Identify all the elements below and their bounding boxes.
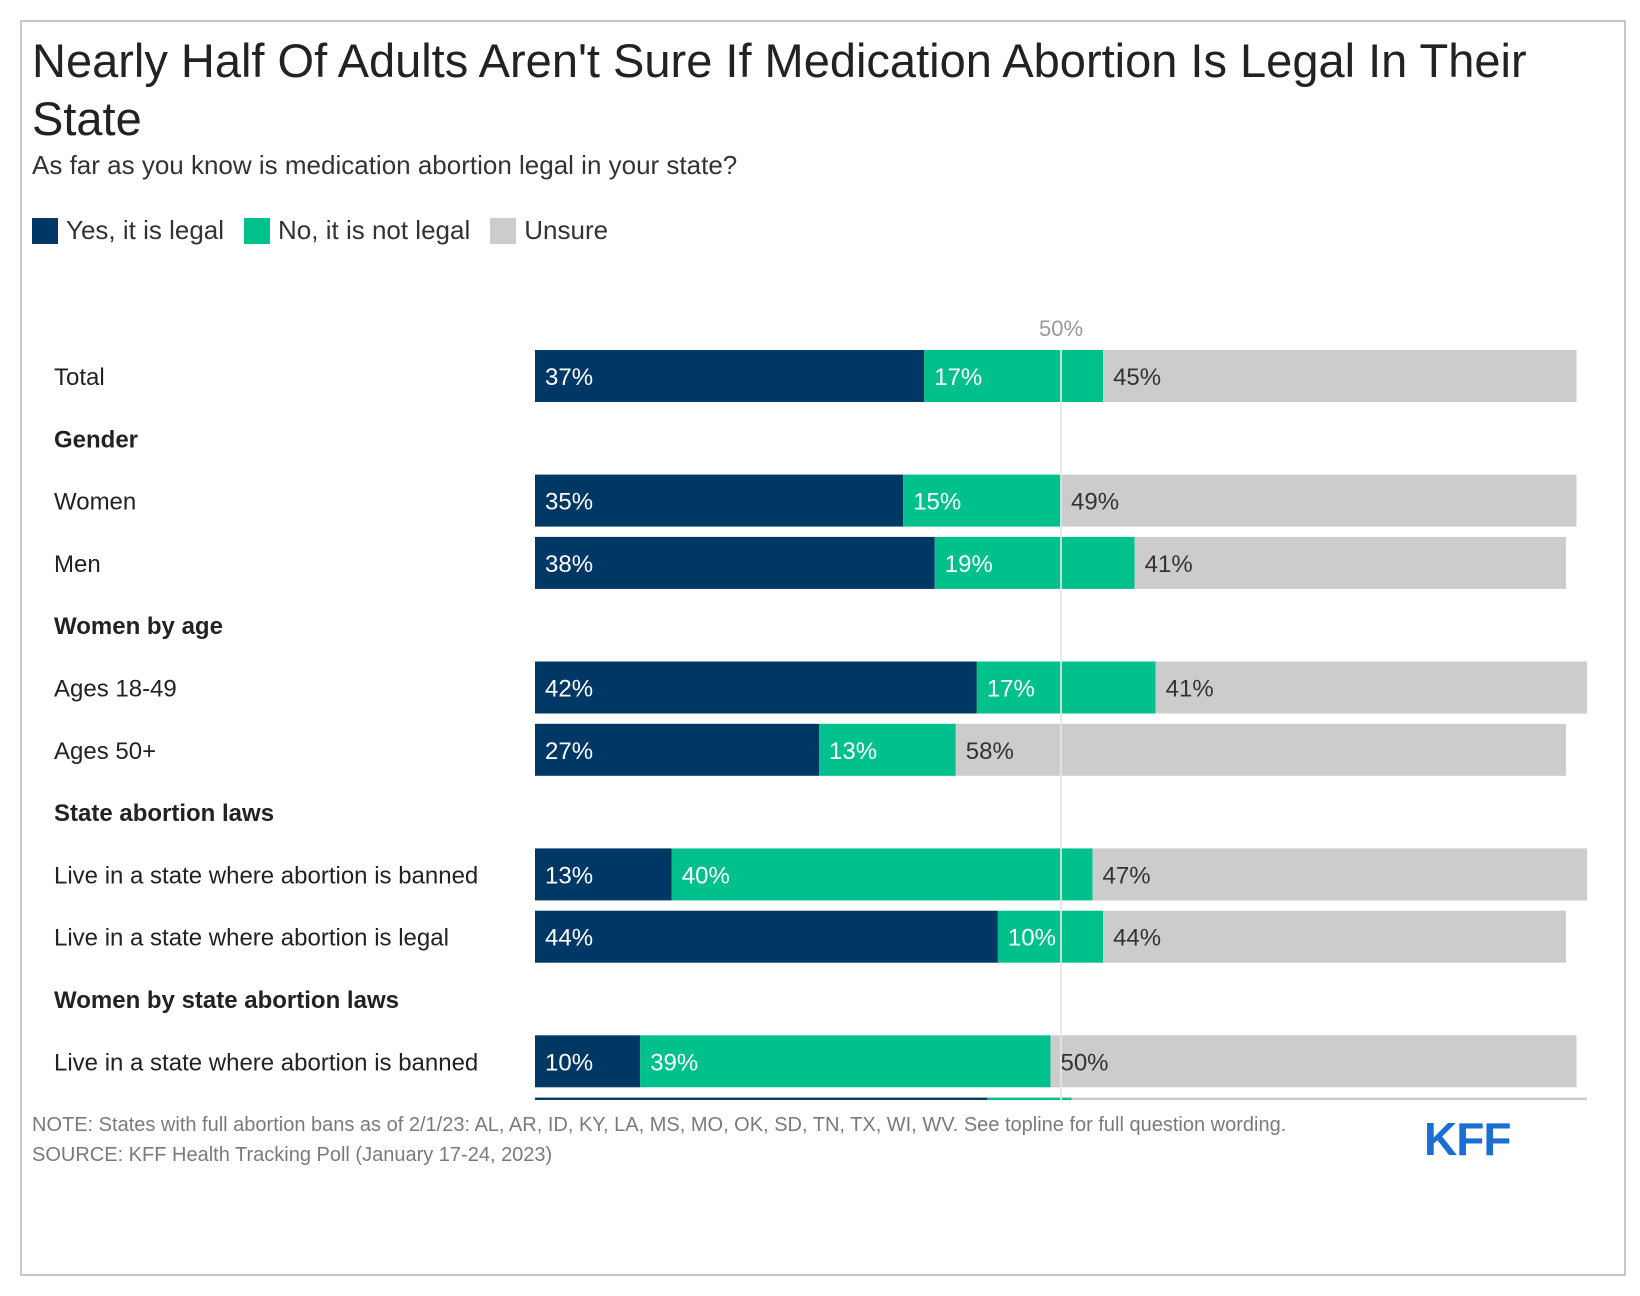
row-label: Ages 18-49: [54, 676, 177, 703]
group-header: Gender: [54, 426, 138, 453]
group-header: State abortion laws: [54, 800, 274, 827]
stacked-bar-chart: Total 37% 17% 45% Gender Women 35% 15% 49% Men 38%…: [54, 316, 1587, 1100]
legend-swatch-no: [244, 217, 271, 244]
data-label: 45%: [1113, 364, 1161, 391]
legend-item-yes: Yes, it is legal: [32, 215, 224, 246]
data-label: 42%: [545, 676, 593, 703]
data-label: 35%: [545, 489, 593, 516]
data-label: 17%: [987, 676, 1035, 703]
bar-segment: [535, 910, 998, 963]
data-label: 44%: [545, 925, 593, 952]
bar-segment: [1092, 848, 1587, 901]
legend-item-no: No, it is not legal: [244, 215, 470, 246]
row-label: Live in a state where abortion is banned: [54, 1049, 478, 1076]
note-text: NOTE: States with full abortion bans as …: [32, 1114, 1287, 1136]
bar-segment: [535, 723, 820, 776]
bar-segment: [987, 1097, 1072, 1100]
legend-label-no: No, it is not legal: [278, 215, 471, 245]
bar-segment: [1155, 661, 1587, 714]
data-label: 27%: [545, 738, 593, 765]
bar-segment: [535, 661, 977, 714]
reference-line-label: 50%: [1039, 316, 1083, 341]
legend-swatch-yes: [32, 217, 58, 244]
data-label: 37%: [545, 364, 593, 391]
bar-segment: [903, 474, 1061, 527]
bar-segment: [997, 910, 1104, 963]
row-label: Live in a state where abortion is legal: [54, 925, 449, 952]
bar-segment: [1103, 910, 1566, 963]
legend-swatch-unsure: [490, 217, 517, 244]
bar-segment: [535, 536, 935, 589]
group-header: Women by age: [54, 613, 223, 640]
data-label: 41%: [1145, 551, 1193, 578]
data-label: 47%: [1103, 862, 1151, 889]
bar-segment: [535, 1097, 988, 1100]
bar-segment: [955, 723, 1566, 776]
data-label: 58%: [966, 738, 1014, 765]
bar-segment: [924, 350, 1104, 402]
bar-segment: [671, 848, 1093, 901]
bar-segment: [535, 1035, 641, 1088]
row-label: Total: [54, 364, 105, 391]
bar-segment: [535, 350, 925, 402]
bar-segment: [535, 848, 672, 901]
data-label: 17%: [934, 364, 982, 391]
bar-segment: [1071, 1097, 1587, 1100]
row-label: Live in a state where abortion is banned: [54, 862, 478, 889]
bar-segment: [1103, 350, 1577, 402]
row-label: Ages 50+: [54, 738, 156, 765]
chart-title: Nearly Half Of Adults Aren't Sure If Med…: [32, 34, 1527, 145]
data-label: 44%: [1113, 925, 1161, 952]
source-text: SOURCE: KFF Health Tracking Poll (Januar…: [32, 1144, 553, 1166]
row-label: Men: [54, 551, 101, 578]
bar-segment: [535, 474, 904, 527]
data-label: 19%: [945, 551, 993, 578]
bar-segment: [1134, 536, 1566, 589]
group-header: Women by state abortion laws: [54, 987, 399, 1014]
legend-label-yes: Yes, it is legal: [66, 215, 225, 245]
bar-segment: [640, 1035, 1051, 1088]
data-label: 38%: [545, 551, 593, 578]
legend-label-unsure: Unsure: [524, 215, 609, 245]
bar-segment: [1061, 474, 1577, 527]
data-label: 15%: [913, 489, 961, 516]
footer-notes: NOTE: States with full abortion bans as …: [32, 1110, 1286, 1170]
chart-subtitle: As far as you know is medication abortio…: [32, 150, 738, 180]
data-label: 10%: [1008, 925, 1056, 952]
data-label: 41%: [1166, 676, 1214, 703]
row-label: Women: [54, 489, 136, 516]
data-label: 39%: [650, 1049, 698, 1076]
legend-item-unsure: Unsure: [490, 215, 608, 246]
data-label: 13%: [829, 738, 877, 765]
bar-segment: [1050, 1035, 1577, 1088]
data-label: 40%: [682, 862, 730, 889]
data-label: 10%: [545, 1049, 593, 1076]
bar-segment: [976, 661, 1156, 714]
data-label: 13%: [545, 862, 593, 889]
legend: Yes, it is legal No, it is not legal Uns…: [32, 215, 628, 246]
bar-segment: [934, 536, 1135, 589]
kff-logo: KFF: [1424, 1113, 1511, 1165]
data-label: 50%: [1060, 1049, 1108, 1076]
data-label: 49%: [1071, 489, 1119, 516]
bar-segment: [819, 723, 956, 776]
